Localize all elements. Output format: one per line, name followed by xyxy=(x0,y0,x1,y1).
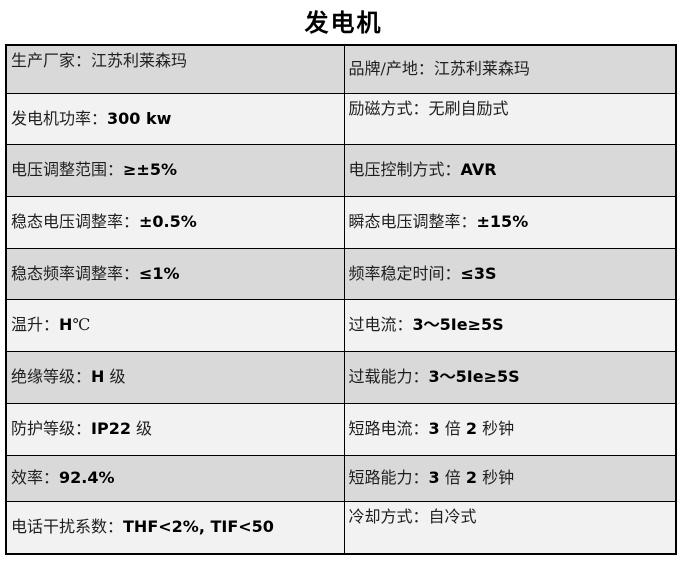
spec-cell-left: 发电机功率：300 kw xyxy=(5,92,345,145)
table-row: 稳态频率调整率：≤1% 频率稳定时间：≤3S xyxy=(5,247,677,300)
page-title: 发电机 xyxy=(304,9,383,37)
spec-label: 发电机功率： xyxy=(11,108,108,128)
spec-value: H xyxy=(59,315,73,334)
spec-cell-left: 生产厂家：江苏利莱森玛 xyxy=(5,44,345,94)
spec-label: 级 xyxy=(104,367,126,386)
spec-label: 电话干扰系数： xyxy=(11,517,124,537)
spec-cell-left: 防护等级：IP22 级 xyxy=(5,402,345,456)
table-row: 防护等级：IP22 级短路电流：3 倍 2 秒钟 xyxy=(5,402,677,456)
spec-label: 冷却方式：自冷式 xyxy=(348,506,477,526)
spec-cell-right: 品牌/产地：江苏利莱森玛 xyxy=(343,44,677,94)
table-row: 生产厂家：江苏利莱森玛 品牌/产地：江苏利莱森玛 xyxy=(5,44,677,94)
spec-label: 绝缘等级： xyxy=(11,367,92,386)
table-row: 稳态电压调整率：±0.5% 瞬态电压调整率：±15% xyxy=(5,195,677,249)
spec-value: ±0.5% xyxy=(139,212,197,231)
spec-cell-left: 电压调整范围：≥±5% xyxy=(5,143,345,197)
spec-value: H xyxy=(91,367,105,386)
spec-label: 防护等级： xyxy=(11,419,92,438)
spec-cell-right: 励磁方式：无刷自励式 xyxy=(343,92,677,145)
spec-cell-right: 电压控制方式：AVR xyxy=(343,143,677,197)
spec-value: 3 xyxy=(428,468,440,487)
spec-label: 电压调整范围： xyxy=(11,160,124,179)
spec-value: ±15% xyxy=(476,212,529,231)
spec-value: 2 xyxy=(465,419,477,438)
spec-label: 稳态频率调整率： xyxy=(11,263,140,283)
spec-label: 电压控制方式： xyxy=(348,160,461,179)
spec-label: 过载能力： xyxy=(348,367,429,386)
spec-label: 秒钟 xyxy=(476,468,515,487)
spec-value: 300 kw xyxy=(107,108,172,128)
spec-label: 效率： xyxy=(11,468,60,487)
spec-cell-right: 冷却方式：自冷式 xyxy=(343,500,677,555)
table-row: 温升：H℃ 过电流：3～5Ie≥5S xyxy=(5,298,677,352)
spec-label: 品牌/产地：江苏利莱森玛 xyxy=(348,59,530,79)
spec-label: 倍 xyxy=(439,468,466,487)
spec-cell-right: 短路能力：3 倍 2 秒钟 xyxy=(343,454,677,502)
spec-cell-left: 稳态频率调整率：≤1% xyxy=(5,247,345,300)
spec-label: 瞬态电压调整率： xyxy=(348,212,477,231)
spec-table-body: 生产厂家：江苏利莱森玛 品牌/产地：江苏利莱森玛 发电机功率：300 kw 励磁方式：… xyxy=(5,44,677,555)
table-row: 绝缘等级：H 级过载能力：3～5Ie≥5S xyxy=(5,350,677,404)
spec-value: 3～5Ie≥5S xyxy=(412,315,504,334)
spec-label: 频率稳定时间： xyxy=(348,263,461,283)
spec-label: 生产厂家：江苏利莱森玛 xyxy=(11,51,188,70)
spec-cell-right: 过电流：3～5Ie≥5S xyxy=(343,298,677,352)
spec-cell-left: 效率：92.4% xyxy=(5,454,345,502)
spec-label: 短路能力： xyxy=(348,468,429,487)
spec-value: ≥±5% xyxy=(123,160,177,179)
table-row: 电压调整范围：≥±5% 电压控制方式：AVR xyxy=(5,143,677,197)
spec-value: 2 xyxy=(465,468,477,487)
spec-value: IP22 xyxy=(91,419,131,438)
spec-label: 短路电流： xyxy=(348,419,429,438)
spec-table: 生产厂家：江苏利莱森玛 品牌/产地：江苏利莱森玛 发电机功率：300 kw 励磁方式：… xyxy=(5,44,677,555)
spec-value: ≤1% xyxy=(139,263,180,283)
spec-label: 过电流： xyxy=(348,315,413,334)
spec-label: 秒钟 xyxy=(476,419,515,438)
table-row: 发电机功率：300 kw 励磁方式：无刷自励式 xyxy=(5,92,677,145)
spec-cell-right: 瞬态电压调整率：±15% xyxy=(343,195,677,249)
spec-label: 温升： xyxy=(11,315,60,334)
spec-cell-left: 温升：H℃ xyxy=(5,298,345,352)
spec-label: 倍 xyxy=(439,419,466,438)
spec-value: 3～5Ie≥5S xyxy=(428,367,520,386)
spec-cell-right: 短路电流：3 倍 2 秒钟 xyxy=(343,402,677,456)
spec-label: 稳态电压调整率： xyxy=(11,212,140,231)
spec-value: AVR xyxy=(460,160,497,179)
spec-value: ≤3S xyxy=(460,263,497,283)
spec-label: ℃ xyxy=(72,315,91,334)
table-row: 效率：92.4% 短路能力：3 倍 2 秒钟 xyxy=(5,454,677,502)
spec-cell-left: 稳态电压调整率：±0.5% xyxy=(5,195,345,249)
spec-value: 3 xyxy=(428,419,440,438)
spec-label: 级 xyxy=(130,419,153,438)
spec-cell-right: 频率稳定时间：≤3S xyxy=(343,247,677,300)
spec-cell-left: 绝缘等级：H 级 xyxy=(5,350,345,404)
spec-cell-right: 过载能力：3～5Ie≥5S xyxy=(343,350,677,404)
spec-value: THF<2%, TIF<50 xyxy=(123,517,274,537)
spec-value: 92.4% xyxy=(59,468,115,487)
spec-label: 励磁方式：无刷自励式 xyxy=(348,98,509,118)
table-row: 电话干扰系数：THF<2%, TIF<50 冷却方式：自冷式 xyxy=(5,500,677,555)
spec-cell-left: 电话干扰系数：THF<2%, TIF<50 xyxy=(5,500,345,555)
